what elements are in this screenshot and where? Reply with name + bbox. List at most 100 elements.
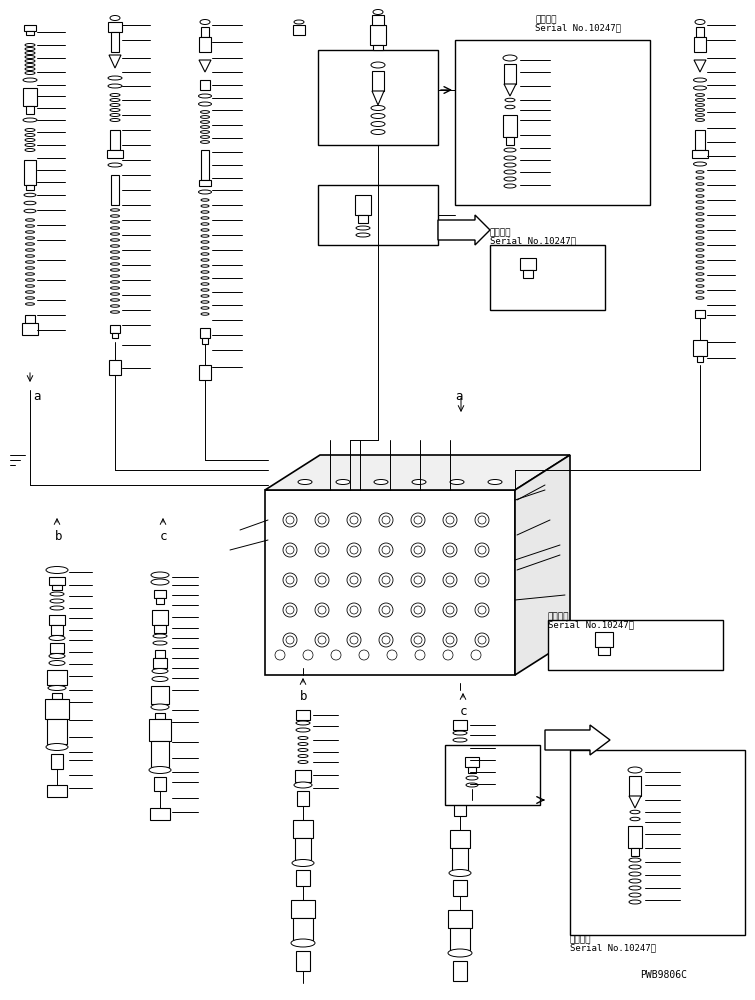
Circle shape [283, 513, 297, 527]
Bar [51, 625, 63, 635]
Bar [370, 25, 386, 45]
Ellipse shape [26, 303, 35, 305]
Ellipse shape [201, 271, 209, 273]
Ellipse shape [110, 245, 119, 247]
Ellipse shape [108, 163, 122, 167]
Bar [199, 37, 211, 52]
Bar [201, 27, 209, 37]
Ellipse shape [695, 114, 704, 116]
Ellipse shape [696, 207, 704, 209]
Bar [52, 693, 62, 699]
Bar [112, 333, 118, 338]
Circle shape [443, 650, 453, 660]
Ellipse shape [201, 265, 209, 267]
Bar [631, 848, 639, 856]
Circle shape [446, 576, 454, 584]
Bar [154, 625, 166, 633]
Ellipse shape [696, 183, 704, 185]
Bar [153, 658, 167, 668]
Circle shape [443, 573, 457, 587]
Bar [155, 713, 165, 719]
Circle shape [443, 513, 457, 527]
Bar [26, 31, 34, 35]
Circle shape [350, 606, 358, 614]
Bar [570, 750, 745, 935]
Ellipse shape [694, 86, 707, 90]
Circle shape [475, 603, 489, 617]
Bar [548, 620, 723, 670]
Circle shape [475, 633, 489, 647]
Ellipse shape [201, 295, 209, 297]
Bar [453, 961, 467, 981]
Ellipse shape [110, 221, 119, 223]
Ellipse shape [449, 869, 471, 876]
Ellipse shape [153, 634, 167, 638]
Ellipse shape [453, 738, 467, 742]
Ellipse shape [696, 285, 704, 287]
Ellipse shape [696, 219, 704, 221]
Circle shape [315, 573, 329, 587]
Ellipse shape [298, 480, 312, 485]
Ellipse shape [453, 731, 467, 735]
Ellipse shape [294, 782, 312, 788]
Bar [151, 741, 169, 767]
Ellipse shape [24, 201, 36, 205]
Ellipse shape [201, 217, 209, 219]
Bar [695, 310, 705, 318]
Ellipse shape [201, 111, 209, 113]
Bar [47, 670, 67, 685]
Ellipse shape [696, 213, 704, 215]
Ellipse shape [25, 128, 35, 131]
Ellipse shape [199, 94, 211, 98]
Circle shape [283, 573, 297, 587]
Ellipse shape [110, 233, 119, 235]
Polygon shape [265, 455, 570, 490]
Ellipse shape [371, 121, 385, 126]
Bar [108, 22, 122, 32]
Ellipse shape [696, 177, 704, 179]
Circle shape [415, 650, 425, 660]
Ellipse shape [50, 599, 64, 603]
Ellipse shape [26, 273, 35, 275]
Bar [523, 270, 533, 278]
Bar [296, 710, 310, 720]
Circle shape [475, 543, 489, 557]
Ellipse shape [466, 776, 478, 780]
Circle shape [414, 516, 422, 524]
Ellipse shape [50, 592, 64, 596]
Bar [318, 50, 438, 145]
Circle shape [286, 606, 294, 614]
Ellipse shape [503, 55, 517, 61]
Bar [24, 25, 36, 31]
Circle shape [331, 650, 341, 660]
Ellipse shape [696, 201, 704, 203]
Circle shape [382, 576, 390, 584]
Bar [296, 870, 310, 886]
Bar [453, 720, 467, 730]
Text: 適用号機: 適用号機 [570, 935, 591, 944]
Ellipse shape [110, 299, 119, 301]
Bar [26, 106, 34, 114]
Ellipse shape [696, 195, 704, 197]
Bar [490, 245, 605, 310]
Ellipse shape [455, 764, 465, 768]
Bar [47, 785, 67, 797]
Bar [293, 25, 305, 35]
Ellipse shape [504, 156, 516, 160]
Ellipse shape [151, 579, 169, 585]
Ellipse shape [26, 225, 35, 227]
Bar [52, 585, 62, 590]
Ellipse shape [49, 660, 65, 666]
Ellipse shape [696, 267, 704, 269]
Bar [154, 590, 166, 598]
Ellipse shape [110, 311, 119, 313]
Circle shape [286, 636, 294, 644]
Ellipse shape [696, 243, 704, 245]
Ellipse shape [49, 636, 65, 641]
Bar [372, 71, 384, 91]
Ellipse shape [695, 104, 704, 106]
Ellipse shape [696, 279, 704, 281]
Polygon shape [629, 796, 641, 808]
Circle shape [347, 543, 361, 557]
Ellipse shape [629, 886, 641, 890]
